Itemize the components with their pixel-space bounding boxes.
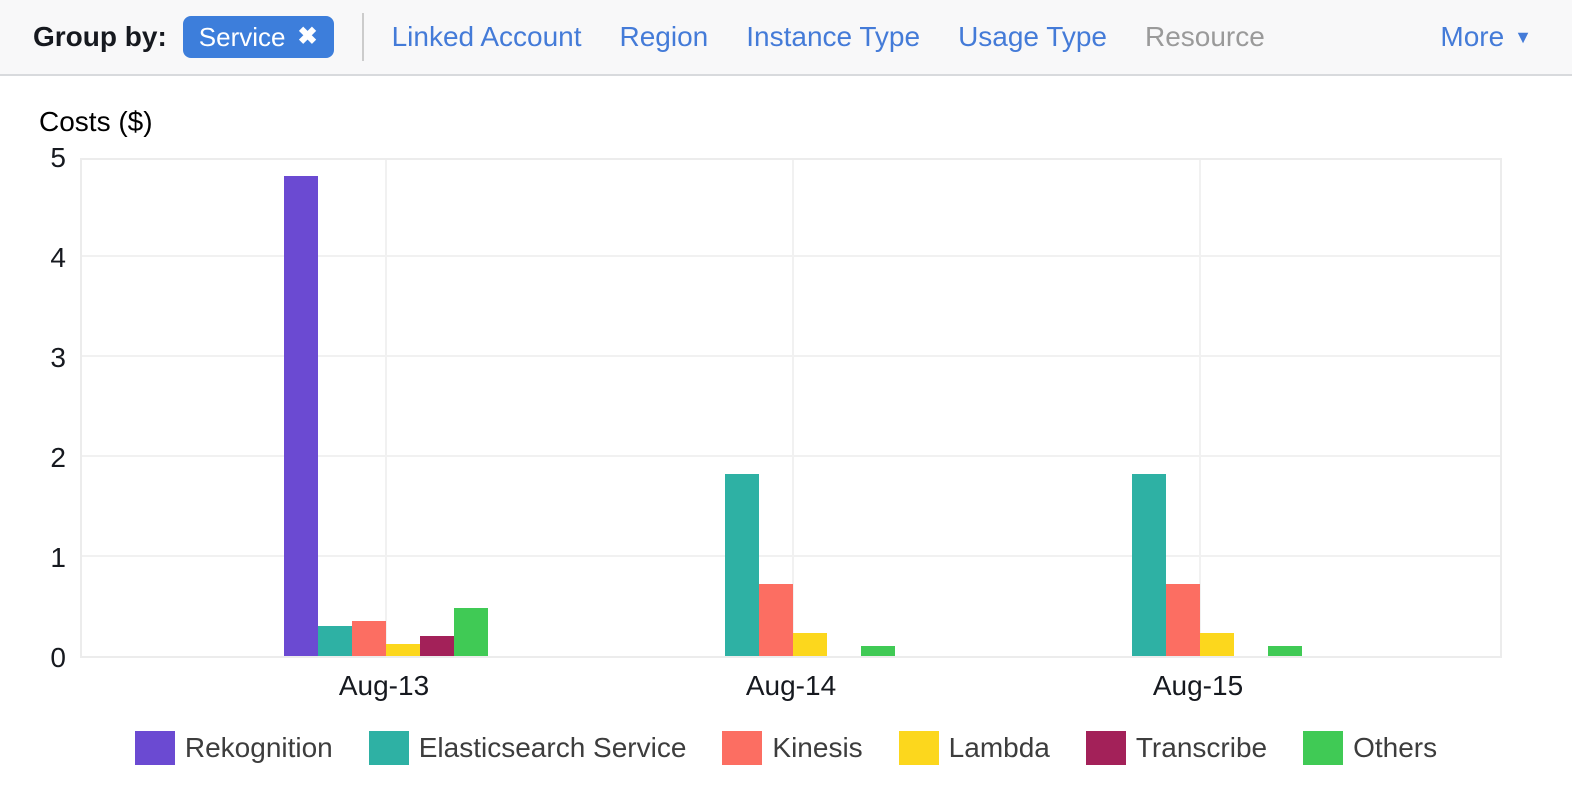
legend-item-lambda[interactable]: Lambda (898, 731, 1050, 765)
x-gridline (792, 160, 794, 656)
group-by-chip-service[interactable]: Service ✖ (182, 16, 334, 58)
y-axis-tick-label: 4 (50, 242, 66, 273)
legend-label: Others (1353, 732, 1438, 763)
bar-rekognition-aug-13[interactable] (284, 176, 318, 656)
legend-swatch-elasticsearch-service (368, 731, 409, 765)
bar-group-aug-15 (1098, 474, 1302, 656)
x-axis-tick-label: Aug-14 (745, 670, 837, 701)
legend-swatch-rekognition (134, 731, 175, 765)
y-axis-tick-label: 0 (50, 642, 66, 673)
chart-legend: Rekognition Elasticsearch Service Kinesis L… (0, 731, 1572, 765)
legend-label: Lambda (948, 732, 1050, 763)
legend-label: Rekognition (184, 732, 333, 763)
group-by-link-linked-account[interactable]: Linked Account (391, 21, 582, 52)
more-button[interactable]: More ▼ (1440, 21, 1532, 53)
group-by-label: Group by: (33, 21, 167, 52)
group-by-link-usage-type[interactable]: Usage Type (958, 21, 1107, 52)
chart-region: 0 1 2 3 4 5 Aug-13 Aug-14 Aug-15 (0, 142, 1572, 703)
bar-others-aug-14[interactable] (861, 646, 895, 656)
y-axis-tick-label: 5 (50, 142, 66, 173)
group-by-link-instance-type[interactable]: Instance Type (746, 21, 921, 52)
legend-swatch-others (1303, 731, 1344, 765)
legend-label: Elasticsearch Service (418, 732, 687, 763)
chip-label: Service (198, 21, 286, 52)
legend-item-others[interactable]: Others (1303, 731, 1437, 765)
bar-elasticsearch-service-aug-15[interactable] (1132, 474, 1166, 656)
group-by-toolbar: Group by: Service ✖ Linked Account Region… (0, 0, 1572, 76)
y-axis-tick-label: 3 (50, 342, 66, 373)
bar-kinesis-aug-15[interactable] (1166, 584, 1200, 656)
bar-kinesis-aug-13[interactable] (352, 621, 386, 656)
bar-elasticsearch-service-aug-14[interactable] (725, 474, 759, 656)
y-gridline (82, 355, 1500, 357)
group-by-link-region[interactable]: Region (619, 21, 709, 52)
bar-lambda-aug-14[interactable] (793, 633, 827, 656)
bar-transcribe-aug-13[interactable] (420, 636, 454, 656)
bar-group-aug-14 (691, 474, 895, 656)
legend-label: Kinesis (772, 732, 863, 763)
y-gridline (82, 255, 1500, 257)
legend-item-rekognition[interactable]: Rekognition (134, 731, 333, 765)
y-gridline (82, 455, 1500, 457)
legend-swatch-lambda (898, 731, 939, 765)
legend-swatch-kinesis (722, 731, 763, 765)
legend-item-transcribe[interactable]: Transcribe (1085, 731, 1268, 765)
x-gridline (1199, 160, 1201, 656)
y-axis-tick-label: 1 (50, 542, 66, 573)
group-by-link-resource: Resource (1144, 21, 1265, 52)
legend-swatch-transcribe (1085, 731, 1126, 765)
toolbar-divider (361, 13, 364, 61)
legend-item-elasticsearch-service[interactable]: Elasticsearch Service (368, 731, 687, 765)
legend-item-kinesis[interactable]: Kinesis (722, 731, 863, 765)
bar-lambda-aug-15[interactable] (1200, 633, 1234, 656)
legend-label: Transcribe (1135, 732, 1268, 763)
x-axis-tick-label: Aug-15 (1152, 670, 1244, 701)
bar-others-aug-13[interactable] (454, 608, 488, 656)
bar-lambda-aug-13[interactable] (386, 644, 420, 656)
chart-title: Costs ($) (39, 106, 153, 137)
bar-group-aug-13 (284, 176, 488, 656)
bar-kinesis-aug-14[interactable] (759, 584, 793, 656)
bar-others-aug-15[interactable] (1268, 646, 1302, 656)
x-axis-tick-label: Aug-13 (338, 670, 430, 701)
y-gridline (82, 555, 1500, 557)
chevron-down-icon: ▼ (1514, 27, 1532, 47)
y-axis-tick-label: 2 (50, 442, 66, 473)
x-gridline (385, 160, 387, 656)
more-label: More (1440, 21, 1505, 52)
group-by-links: Linked Account Region Instance Type Usage T… (392, 21, 1265, 53)
close-icon[interactable]: ✖ (297, 23, 318, 50)
bar-elasticsearch-service-aug-13[interactable] (318, 626, 352, 656)
plot-area (80, 158, 1502, 658)
